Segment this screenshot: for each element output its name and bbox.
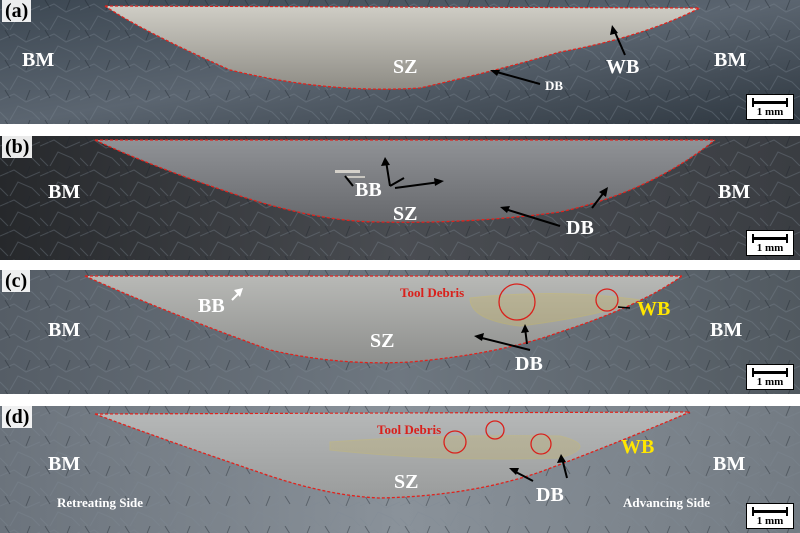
wb-label: WB: [621, 436, 655, 458]
stir-zone-label: SZ: [370, 330, 395, 352]
micrograph-panel-b: (b) BM BM BB SZ DB 1 mm: [0, 136, 800, 260]
stir-zone-label: SZ: [393, 203, 418, 225]
banded-bead-label: BB: [355, 179, 382, 201]
stir-zone-label: SZ: [394, 471, 419, 493]
macrograph-image-d: [0, 406, 800, 533]
tool-debris-label: Tool Debris: [377, 422, 442, 437]
scale-bar: 1 mm: [746, 503, 794, 529]
macrograph-image-b: [0, 136, 800, 260]
macrograph-image-a: [0, 0, 800, 124]
base-metal-left-label: BM: [48, 453, 81, 475]
banded-bead-label: BB: [198, 295, 225, 317]
base-metal-left-label: BM: [48, 181, 81, 203]
micrograph-panel-a: (a) BM BM SZ WB DB 1 mm: [0, 0, 800, 124]
db-label: DB: [566, 217, 594, 239]
micrograph-panel-c: (c) BM BM BB SZ DB WB Tool Debris 1 mm: [0, 270, 800, 394]
base-metal-right-label: BM: [713, 453, 746, 475]
tool-debris-label: Tool Debris: [400, 285, 465, 300]
base-metal-right-label: BM: [710, 319, 743, 341]
macrograph-image-c: [0, 270, 800, 394]
panel-label: (b): [2, 136, 33, 158]
stir-zone-label: SZ: [393, 56, 418, 78]
panel-label: (d): [2, 406, 33, 428]
advancing-side-label: Advancing Side: [623, 495, 711, 510]
scale-bar: 1 mm: [746, 94, 794, 120]
base-metal-right-label: BM: [718, 181, 751, 203]
scale-bar: 1 mm: [746, 230, 794, 256]
db-label: DB: [515, 353, 543, 375]
retreating-side-label: Retreating Side: [57, 495, 144, 510]
wb-label: WB: [637, 298, 671, 320]
scale-bar: 1 mm: [746, 364, 794, 390]
db-label: DB: [545, 78, 564, 93]
base-metal-left-label: BM: [48, 319, 81, 341]
base-metal-right-label: BM: [714, 49, 747, 71]
micrograph-panel-d: (d) BM BM SZ DB WB Tool Debris Retreatin…: [0, 406, 800, 533]
panel-label: (a): [2, 0, 32, 22]
panel-label: (c): [2, 270, 31, 292]
db-label: DB: [536, 484, 564, 506]
wb-label: WB: [606, 56, 640, 78]
base-metal-left-label: BM: [22, 49, 55, 71]
